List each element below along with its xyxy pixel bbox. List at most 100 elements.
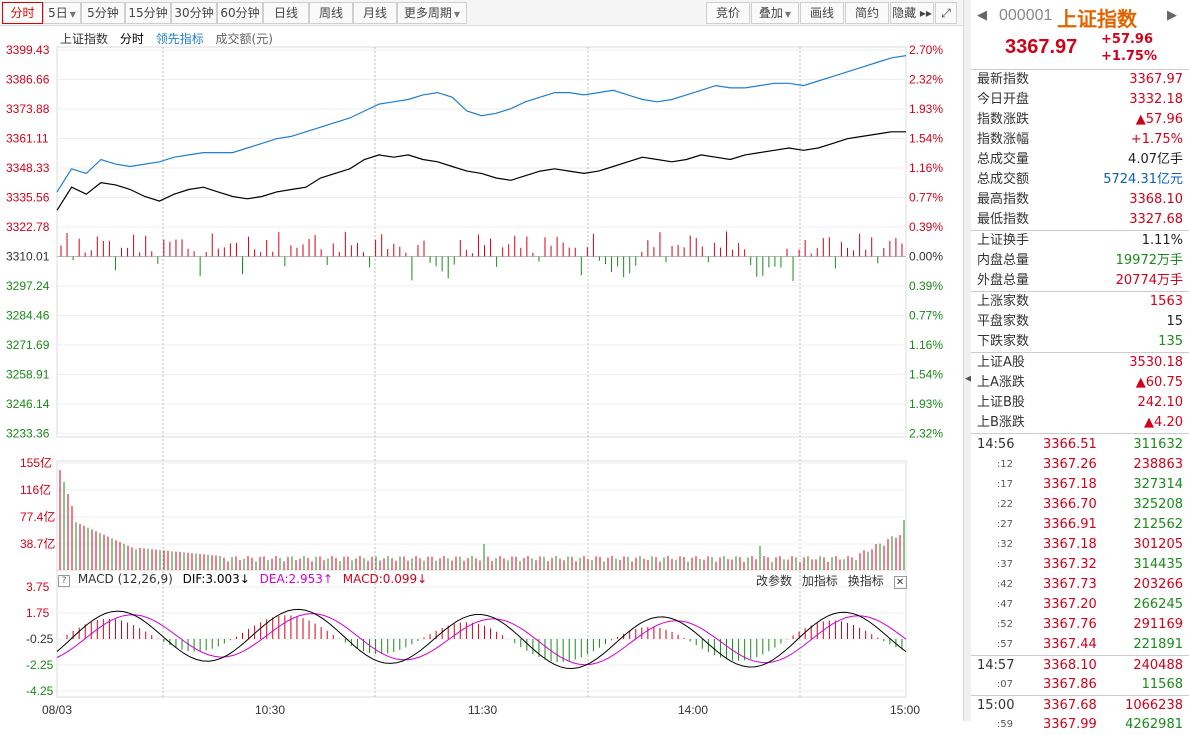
tick-row: :52 3367.76 291169 xyxy=(971,615,1189,635)
tool-button-label: 叠加 xyxy=(758,6,783,20)
period-tab-3[interactable]: 15分钟 xyxy=(125,2,171,24)
macd-tick-label: -4.25 xyxy=(26,684,54,698)
price-tick-label: 3386.66 xyxy=(6,73,50,87)
tick-volume: 238863 xyxy=(1133,457,1183,472)
price-change-pct: +1.75% xyxy=(1101,49,1157,64)
macd-name[interactable]: MACD (12,26,9) xyxy=(77,572,173,586)
tick-volume: 301205 xyxy=(1133,537,1183,552)
tick-time: :52 xyxy=(996,619,1013,630)
tick-row: :27 3366.91 212562 xyxy=(971,515,1189,535)
switch-indicator-button[interactable]: 换指标 xyxy=(847,574,884,588)
tick-price: 3366.51 xyxy=(1043,437,1097,452)
period-tab-8[interactable]: 月线 xyxy=(353,2,397,24)
period-tab-5[interactable]: 60分钟 xyxy=(217,2,263,24)
stat-value: 19972万手 xyxy=(1115,253,1183,268)
stat-row: 外盘总量 20774万手 xyxy=(971,271,1189,291)
price-tick-label: 3310.01 xyxy=(6,250,50,264)
period-tab-4[interactable]: 30分钟 xyxy=(171,2,217,24)
tool-button-0[interactable]: 竞价 xyxy=(706,2,750,24)
add-indicator-button[interactable]: 加指标 xyxy=(801,574,838,588)
tick-time: :17 xyxy=(996,479,1013,490)
tick-time: :07 xyxy=(996,679,1013,690)
tick-volume: 291169 xyxy=(1133,617,1183,632)
tool-button-2[interactable]: 画线 xyxy=(800,2,844,24)
stat-row: 上证B股 242.10 xyxy=(971,393,1189,413)
pct-tick-label: 0.77% xyxy=(909,191,943,205)
volume-tick-label: 155亿 xyxy=(20,455,52,470)
stat-row: 上涨家数 1563 xyxy=(971,292,1189,312)
tool-button-5[interactable]: ⤢ xyxy=(935,2,957,24)
tick-time: :57 xyxy=(996,639,1013,650)
tick-volume: 1066238 xyxy=(1125,698,1183,713)
stat-label: 最低指数 xyxy=(977,212,1030,227)
close-icon[interactable]: ✕ xyxy=(893,576,907,589)
period-tab-label: 60分钟 xyxy=(220,6,260,20)
macd-dea: DEA:2.953↑ xyxy=(259,572,333,586)
tool-button-label: 隐藏 ▸▸ xyxy=(892,6,932,20)
stat-row: 下跌家数 135 xyxy=(971,332,1189,352)
tick-price: 3367.86 xyxy=(1043,677,1097,692)
price-change: +57.96 xyxy=(1101,32,1154,47)
last-price: 3367.97 xyxy=(1005,36,1078,58)
tick-list[interactable]: 14:56 3366.51 311632:12 3367.26 238863:17 336… xyxy=(971,434,1189,735)
period-tab-1[interactable]: 5日 ▼ xyxy=(43,2,81,24)
stat-row: 内盘总量 19972万手 xyxy=(971,251,1189,271)
tick-row: :17 3367.18 327314 xyxy=(971,475,1189,495)
intraday-chart[interactable]: 3399.43 2.70% 3386.66 2.32% 3373.88 1.93% 3361… xyxy=(0,27,963,721)
period-tab-label: 更多周期 xyxy=(403,6,452,20)
volume-tick-label: 116亿 xyxy=(20,482,51,497)
stat-label: 下跌家数 xyxy=(977,334,1030,349)
period-tab-label: 分时 xyxy=(10,6,35,20)
tool-button-label: 简约 xyxy=(854,6,879,20)
stat-label: 上涨家数 xyxy=(977,294,1030,309)
panel-splitter[interactable]: ◀ xyxy=(963,0,972,721)
tick-price: 3367.44 xyxy=(1043,637,1097,652)
time-tick-label: 08/03 xyxy=(42,703,72,717)
tick-time: :37 xyxy=(996,559,1013,570)
stat-label: 平盘家数 xyxy=(977,314,1030,329)
prev-arrow-icon[interactable]: ◀ xyxy=(977,8,987,23)
stat-label: 总成交额 xyxy=(977,172,1030,187)
dif-line xyxy=(56,608,907,670)
tick-volume: 221891 xyxy=(1133,637,1183,652)
stat-label: 最高指数 xyxy=(977,192,1030,207)
stats-section: 上涨家数 1563 平盘家数 15 下跌家数 135 xyxy=(971,292,1189,353)
tick-price: 3367.18 xyxy=(1043,537,1097,552)
tick-row: :22 3366.70 325208 xyxy=(971,495,1189,515)
pct-tick-label: 2.32% xyxy=(909,73,943,87)
tick-price: 3367.18 xyxy=(1043,477,1097,492)
stat-label: 最新指数 xyxy=(977,72,1030,87)
next-arrow-icon[interactable]: ▶ xyxy=(1167,8,1177,23)
period-tab-label: 月线 xyxy=(362,6,387,20)
pct-tick-label: 0.39% xyxy=(909,220,943,234)
stat-value: 3530.18 xyxy=(1129,355,1183,370)
macd-value: MACD:0.099↓ xyxy=(342,572,428,586)
stats-section: 上证A股 3530.18 上A涨跌 ▲60.75 上证B股 242.10 上B涨跌 ▲4.20 xyxy=(971,353,1189,434)
macd-settings-icon[interactable]: ? xyxy=(58,575,70,587)
change-params-button[interactable]: 改参数 xyxy=(756,574,793,588)
tool-button-1[interactable]: 叠加 ▼ xyxy=(751,2,799,24)
stat-row: 最新指数 3367.97 xyxy=(971,70,1189,90)
tick-price: 3367.20 xyxy=(1043,597,1097,612)
quote-stats: 最新指数 3367.97 今日开盘 3332.18 指数涨跌 ▲57.96 指数涨幅 +1.7… xyxy=(971,70,1189,434)
chevron-down-icon: ▼ xyxy=(453,10,461,19)
pct-tick-label: 1.16% xyxy=(909,338,943,352)
chevron-down-icon: ▼ xyxy=(784,10,792,19)
collapse-arrow-icon[interactable]: ◀ xyxy=(965,374,972,384)
tick-volume: 325208 xyxy=(1133,497,1183,512)
period-tab-9[interactable]: 更多周期 ▼ xyxy=(397,2,467,24)
period-tab-7[interactable]: 周线 xyxy=(309,2,353,24)
tick-time: :47 xyxy=(996,599,1013,610)
stat-value: 1563 xyxy=(1149,294,1183,309)
price-tick-label: 3348.33 xyxy=(6,161,50,175)
period-tab-6[interactable]: 日线 xyxy=(263,2,309,24)
tick-row: 15:00 3367.68 1066238 xyxy=(971,695,1189,715)
tick-time: :27 xyxy=(996,519,1013,530)
tool-button-3[interactable]: 简约 xyxy=(845,2,889,24)
period-tab-label: 5分钟 xyxy=(87,6,119,20)
period-tab-0[interactable]: 分时 xyxy=(2,2,43,24)
period-tab-2[interactable]: 5分钟 xyxy=(81,2,125,24)
stat-value: 15 xyxy=(1166,314,1183,329)
pct-tick-label: 0.00% xyxy=(909,250,943,264)
tool-button-4[interactable]: 隐藏 ▸▸ xyxy=(890,2,934,24)
